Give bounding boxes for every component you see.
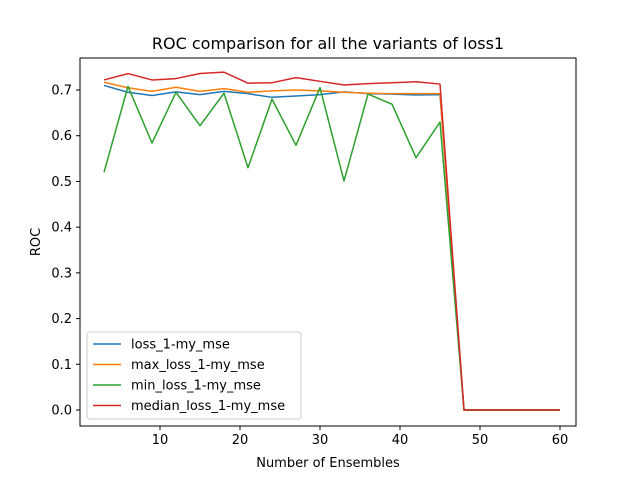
x-tick-label: 30 (312, 433, 329, 448)
legend-label-4: median_loss_1-my_mse (131, 399, 285, 414)
series-lines (103, 71, 560, 411)
y-tick-label: 0.4 (51, 221, 72, 236)
y-tick-label: 0.0 (51, 404, 72, 419)
x-tick-label: 20 (232, 433, 249, 448)
legend-label-3: min_loss_1-my_mse (131, 379, 261, 394)
legend-label-1: loss_1-my_mse (131, 338, 230, 353)
y-tick-label: 0.7 (51, 84, 72, 99)
series-line-4 (103, 71, 560, 411)
y-tick-label: 0.3 (51, 266, 72, 281)
x-axis-ticks: 10 20 30 40 50 60 (152, 426, 569, 448)
plot-frame (79, 57, 577, 427)
y-tick-label: 0.6 (51, 129, 72, 144)
legend-box (86, 331, 302, 420)
y-axis-ticks: 0.0 0.1 0.2 0.3 0.4 0.5 0.6 0.7 (51, 84, 80, 419)
chart-title: ROC comparison for all the variants of l… (152, 34, 504, 53)
x-axis-title: Number of Ensembles (256, 456, 400, 471)
x-tick-label: 60 (552, 433, 569, 448)
x-tick-label: 50 (472, 433, 489, 448)
legend: loss_1-my_mse max_loss_1-my_mse min_loss_1… (86, 331, 302, 420)
legend-label-2: max_loss_1-my_mse (131, 358, 265, 373)
y-tick-label: 0.5 (51, 175, 72, 190)
y-tick-label: 0.1 (51, 358, 72, 373)
x-tick-label: 10 (152, 433, 169, 448)
x-tick-label: 40 (392, 433, 409, 448)
y-axis-title: ROC (29, 228, 44, 256)
y-tick-label: 0.2 (51, 312, 72, 327)
